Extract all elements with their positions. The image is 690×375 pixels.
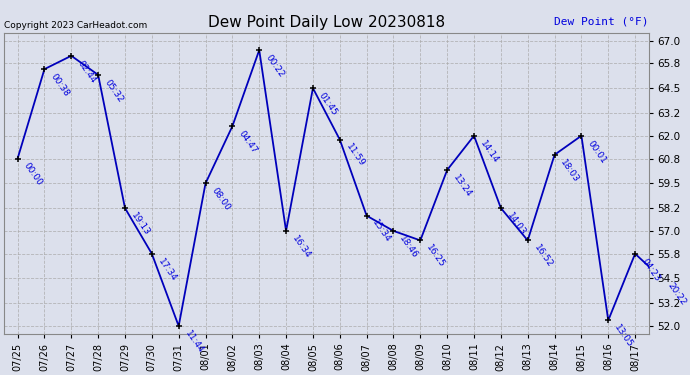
Text: 11:44: 11:44 xyxy=(183,329,205,355)
Text: 11:59: 11:59 xyxy=(344,142,366,169)
Text: 20:22: 20:22 xyxy=(666,281,688,308)
Text: 00:00: 00:00 xyxy=(22,161,44,188)
Text: 00:38: 00:38 xyxy=(48,72,71,98)
Text: Dew Point (°F): Dew Point (°F) xyxy=(554,17,649,27)
Text: 19:13: 19:13 xyxy=(129,211,151,237)
Text: 01:45: 01:45 xyxy=(317,91,339,117)
Text: 17:34: 17:34 xyxy=(156,256,178,283)
Text: 02:44: 02:44 xyxy=(75,58,97,85)
Text: 04:23: 04:23 xyxy=(639,256,661,283)
Text: 00:22: 00:22 xyxy=(264,53,286,79)
Text: 18:03: 18:03 xyxy=(559,158,581,184)
Text: 13:05: 13:05 xyxy=(613,323,635,350)
Text: 16:34: 16:34 xyxy=(290,234,313,260)
Text: 05:32: 05:32 xyxy=(102,78,124,104)
Text: 14:03: 14:03 xyxy=(505,211,527,237)
Text: 13:24: 13:24 xyxy=(451,173,473,199)
Text: 16:52: 16:52 xyxy=(532,243,554,270)
Text: Copyright 2023 CarHeadot.com: Copyright 2023 CarHeadot.com xyxy=(4,21,148,30)
Title: Dew Point Daily Low 20230818: Dew Point Daily Low 20230818 xyxy=(208,15,445,30)
Text: 18:46: 18:46 xyxy=(397,234,420,260)
Text: 08:00: 08:00 xyxy=(210,186,232,213)
Text: 16:25: 16:25 xyxy=(424,243,446,270)
Text: 15:34: 15:34 xyxy=(371,219,393,245)
Text: 14:14: 14:14 xyxy=(478,138,500,165)
Text: 00:01: 00:01 xyxy=(586,138,608,165)
Text: 04:47: 04:47 xyxy=(237,129,259,155)
